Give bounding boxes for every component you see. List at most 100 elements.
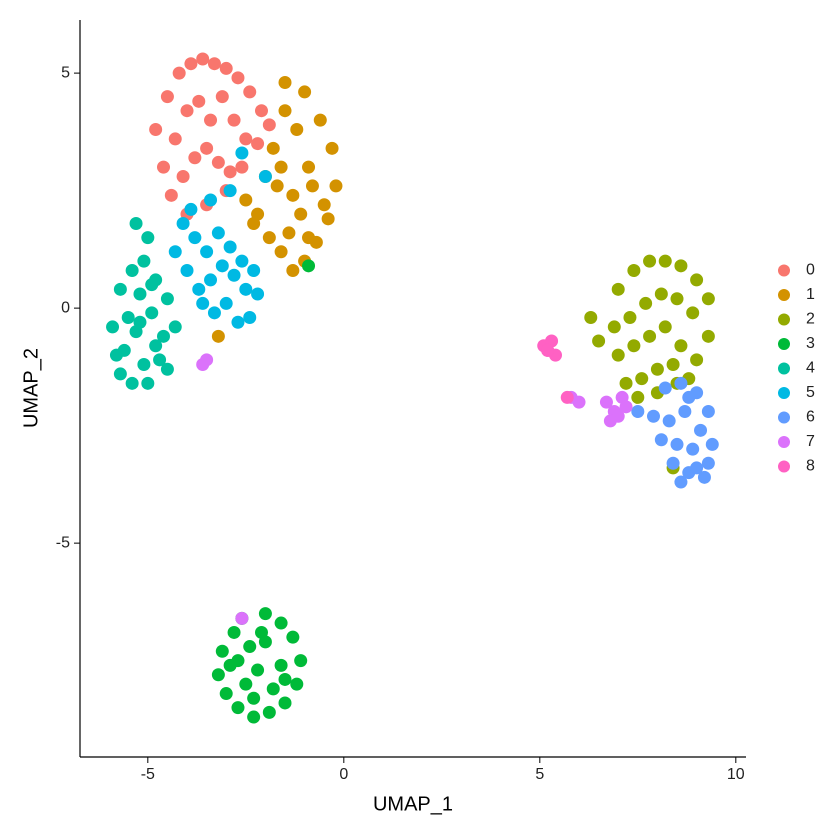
point <box>313 113 327 127</box>
point <box>239 193 253 207</box>
point <box>125 264 139 278</box>
legend-swatch <box>778 313 790 326</box>
legend-label: 4 <box>806 360 815 377</box>
point <box>674 376 688 390</box>
point <box>227 268 241 282</box>
point <box>204 193 218 207</box>
point <box>274 160 288 174</box>
point <box>156 329 170 343</box>
point <box>184 57 198 71</box>
y-tick-label: 5 <box>61 64 70 81</box>
point <box>207 306 221 320</box>
point <box>243 311 257 325</box>
point <box>168 132 182 146</box>
point <box>176 217 190 231</box>
point <box>290 123 304 137</box>
point <box>592 334 606 348</box>
point <box>627 339 641 353</box>
point <box>239 132 253 146</box>
point <box>541 343 555 357</box>
x-axis-title: UMAP_1 <box>373 793 453 815</box>
point <box>247 217 261 231</box>
point <box>611 348 625 362</box>
point <box>227 113 241 127</box>
point <box>247 264 261 278</box>
point <box>137 358 151 372</box>
y-tick-label: -5 <box>56 534 70 551</box>
point <box>231 71 245 85</box>
legend-swatch <box>778 411 790 424</box>
point <box>113 282 127 296</box>
point <box>231 701 245 715</box>
point <box>325 141 339 155</box>
point <box>172 66 186 80</box>
point <box>231 315 245 329</box>
legend-label: 0 <box>806 262 815 279</box>
point <box>690 353 704 367</box>
point <box>188 231 202 245</box>
legend-label: 3 <box>806 335 815 352</box>
point <box>627 264 641 278</box>
point <box>176 170 190 184</box>
point <box>164 188 178 202</box>
point <box>235 611 249 625</box>
point <box>274 616 288 630</box>
legend-swatch <box>778 362 790 375</box>
point <box>160 90 174 104</box>
x-tick-label: -5 <box>141 766 155 783</box>
point <box>270 179 284 193</box>
point <box>278 104 292 118</box>
point <box>686 306 700 320</box>
point <box>266 141 280 155</box>
point <box>654 287 668 301</box>
point <box>113 367 127 381</box>
point <box>168 320 182 334</box>
point <box>235 160 249 174</box>
point <box>196 296 210 310</box>
point <box>607 320 621 334</box>
point <box>639 296 653 310</box>
x-tick-label: 10 <box>727 766 745 783</box>
point <box>701 405 715 419</box>
point <box>286 188 300 202</box>
point <box>137 254 151 268</box>
point <box>141 376 155 390</box>
point <box>200 245 214 259</box>
point <box>662 414 676 428</box>
point <box>262 705 276 719</box>
point <box>121 311 135 325</box>
point <box>160 362 174 376</box>
point <box>211 155 225 169</box>
point <box>223 184 237 198</box>
legend-swatch <box>778 436 790 448</box>
point <box>231 654 245 668</box>
point <box>674 475 688 489</box>
point <box>223 240 237 254</box>
point <box>670 437 684 451</box>
point <box>274 245 288 259</box>
x-tick-label: 0 <box>339 766 348 783</box>
point <box>694 423 708 437</box>
point <box>666 456 680 470</box>
point <box>658 381 672 395</box>
point <box>654 433 668 447</box>
point <box>690 461 704 475</box>
point <box>160 292 174 306</box>
point <box>180 104 194 118</box>
point <box>305 179 319 193</box>
point <box>188 151 202 165</box>
point <box>631 390 645 404</box>
legend-label: 7 <box>806 433 815 450</box>
point <box>258 170 272 184</box>
point <box>219 61 233 75</box>
point <box>180 264 194 278</box>
point <box>239 282 253 296</box>
legend-swatch <box>778 264 790 277</box>
point <box>192 94 206 108</box>
point <box>278 696 292 710</box>
point <box>643 329 657 343</box>
point <box>235 254 249 268</box>
point <box>219 296 233 310</box>
point <box>584 311 598 325</box>
point <box>282 226 296 240</box>
